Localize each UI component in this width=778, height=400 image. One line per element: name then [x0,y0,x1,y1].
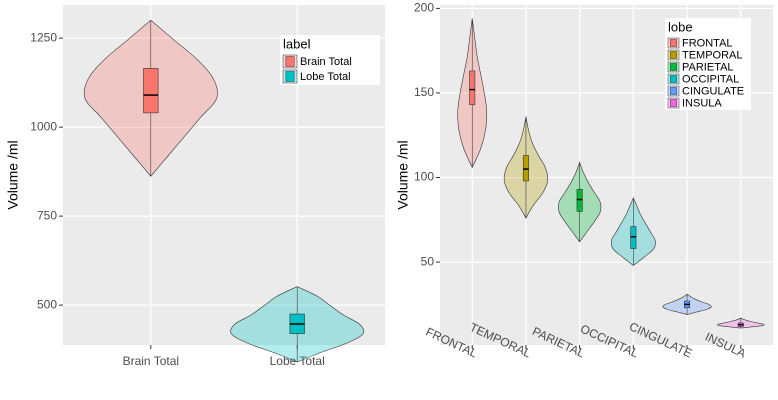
legend-bg [280,35,380,85]
y-tick-label: 1250 [30,30,57,44]
y-tick-label: 750 [37,208,57,222]
y-tick-label: 100 [414,170,434,184]
legend-label: Lobe Total [300,71,351,83]
legend-label: INSULA [682,97,722,109]
legend-label: Brain Total [300,56,352,68]
legend-key-box [285,56,295,67]
y-axis-title: Volume /ml [395,140,411,209]
y-tick-label: 200 [414,1,434,15]
legend-title: label [283,36,311,51]
legend-key-box [669,51,678,59]
legend-key-box [669,39,678,47]
legend-key-box [669,75,678,83]
legend-label: CINGULATE [682,85,744,97]
legend-key-box [669,99,678,107]
legend-key-box [669,87,678,95]
legend-label: PARIETAL [682,61,734,73]
legend-key-box [285,71,295,82]
legend: lobe FRONTALTEMPORALPARIETALOCCIPITALCING… [665,18,751,110]
y-tick-label: 150 [414,85,434,99]
legend-title: lobe [668,19,693,34]
box [576,189,583,212]
legend-label: TEMPORAL [682,49,743,61]
legend: label Brain Total Lobe Total [280,35,380,85]
y-tick-label: 500 [37,297,57,311]
box [522,155,529,182]
legend-label: OCCIPITAL [682,73,739,85]
x-tick-label: Brain Total [123,354,179,368]
y-tick-label: 50 [421,254,435,268]
legend-key-box [669,63,678,71]
legend-label: FRONTAL [682,37,733,49]
box [469,70,476,106]
y-axis-title: Volume /ml [5,140,21,209]
box [630,226,637,249]
box [143,68,159,114]
y-tick-label: 1000 [30,119,57,133]
legend-bg [665,18,751,110]
